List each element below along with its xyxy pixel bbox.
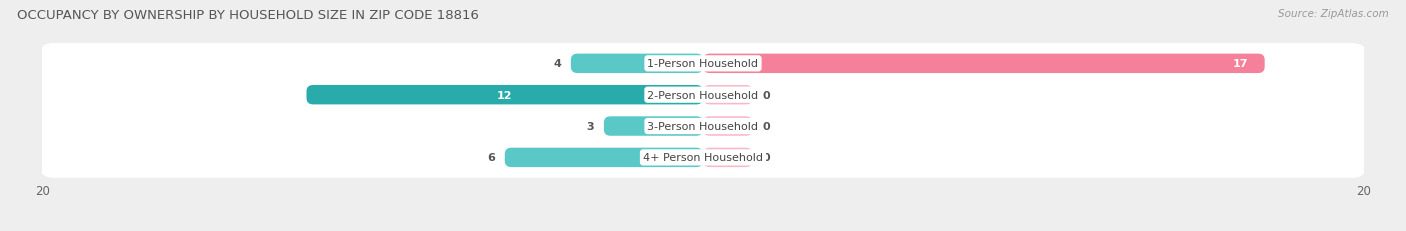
FancyBboxPatch shape bbox=[703, 148, 752, 167]
Text: 3-Person Household: 3-Person Household bbox=[648, 122, 758, 131]
Text: 0: 0 bbox=[762, 153, 770, 163]
Text: OCCUPANCY BY OWNERSHIP BY HOUSEHOLD SIZE IN ZIP CODE 18816: OCCUPANCY BY OWNERSHIP BY HOUSEHOLD SIZE… bbox=[17, 9, 479, 22]
Text: Source: ZipAtlas.com: Source: ZipAtlas.com bbox=[1278, 9, 1389, 19]
FancyBboxPatch shape bbox=[505, 148, 703, 167]
Text: 4: 4 bbox=[553, 59, 561, 69]
Legend: Owner-occupied, Renter-occupied: Owner-occupied, Renter-occupied bbox=[591, 228, 815, 231]
Text: 6: 6 bbox=[486, 153, 495, 163]
FancyBboxPatch shape bbox=[39, 75, 1367, 116]
FancyBboxPatch shape bbox=[39, 44, 1367, 84]
FancyBboxPatch shape bbox=[703, 117, 752, 136]
Text: 0: 0 bbox=[762, 122, 770, 131]
FancyBboxPatch shape bbox=[703, 54, 1264, 74]
FancyBboxPatch shape bbox=[39, 106, 1367, 147]
FancyBboxPatch shape bbox=[703, 86, 752, 105]
Text: 2-Person Household: 2-Person Household bbox=[647, 90, 759, 100]
Text: 12: 12 bbox=[496, 90, 513, 100]
Text: 3: 3 bbox=[586, 122, 593, 131]
Text: 1-Person Household: 1-Person Household bbox=[648, 59, 758, 69]
Text: 0: 0 bbox=[762, 90, 770, 100]
Text: 4+ Person Household: 4+ Person Household bbox=[643, 153, 763, 163]
FancyBboxPatch shape bbox=[605, 117, 703, 136]
FancyBboxPatch shape bbox=[571, 54, 703, 74]
FancyBboxPatch shape bbox=[307, 86, 703, 105]
FancyBboxPatch shape bbox=[39, 137, 1367, 178]
Text: 17: 17 bbox=[1233, 59, 1249, 69]
